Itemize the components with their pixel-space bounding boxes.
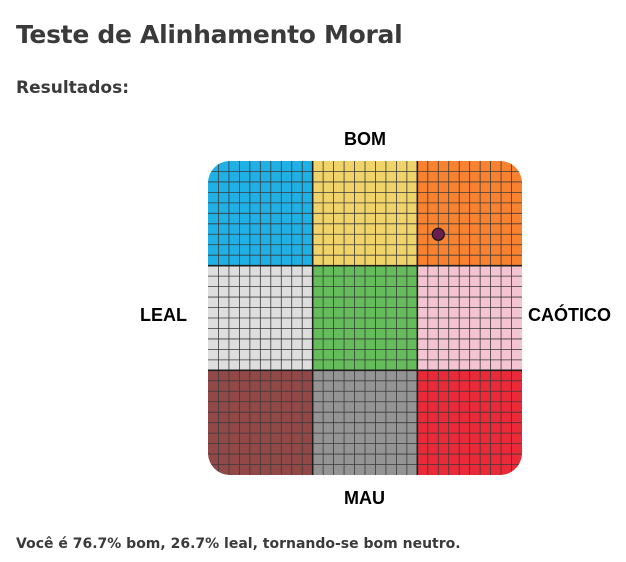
result-marker: [431, 227, 445, 241]
axis-label-chaotic: CAÓTICO: [528, 305, 611, 325]
axis-label-good: BOM: [344, 129, 386, 149]
alignment-chart: [208, 161, 522, 475]
axis-label-evil: MAU: [344, 488, 385, 508]
page-title: Teste de Alinhamento Moral: [16, 20, 403, 49]
alignment-grid: [208, 161, 522, 475]
axis-label-lawful: LEAL: [140, 305, 187, 325]
results-heading: Resultados:: [16, 78, 130, 98]
result-text: Você é 76.7% bom, 26.7% leal, tornando-s…: [16, 536, 461, 552]
